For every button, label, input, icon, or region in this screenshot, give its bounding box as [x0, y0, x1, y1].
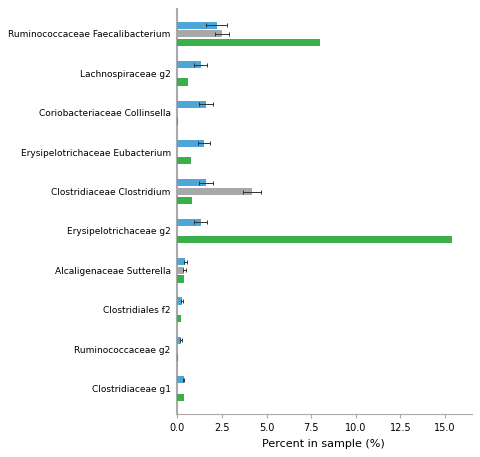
Bar [177, 140, 204, 147]
Bar [177, 267, 184, 274]
Bar [177, 179, 206, 186]
Bar [177, 298, 182, 304]
Bar [177, 157, 191, 165]
Bar [177, 101, 206, 107]
Bar [177, 219, 201, 226]
Bar [177, 376, 183, 383]
Bar [177, 276, 183, 282]
Bar [177, 22, 216, 29]
Bar [177, 354, 178, 361]
Bar [177, 39, 320, 46]
Bar [177, 393, 184, 401]
Bar [177, 236, 452, 243]
Bar [177, 79, 188, 85]
Bar [177, 61, 201, 68]
Bar [177, 258, 185, 265]
X-axis label: Percent in sample (%): Percent in sample (%) [262, 439, 385, 449]
Bar [177, 337, 181, 344]
Bar [177, 118, 178, 125]
Bar [177, 197, 192, 204]
Bar [177, 188, 252, 195]
Bar [177, 31, 222, 37]
Bar [177, 315, 181, 322]
